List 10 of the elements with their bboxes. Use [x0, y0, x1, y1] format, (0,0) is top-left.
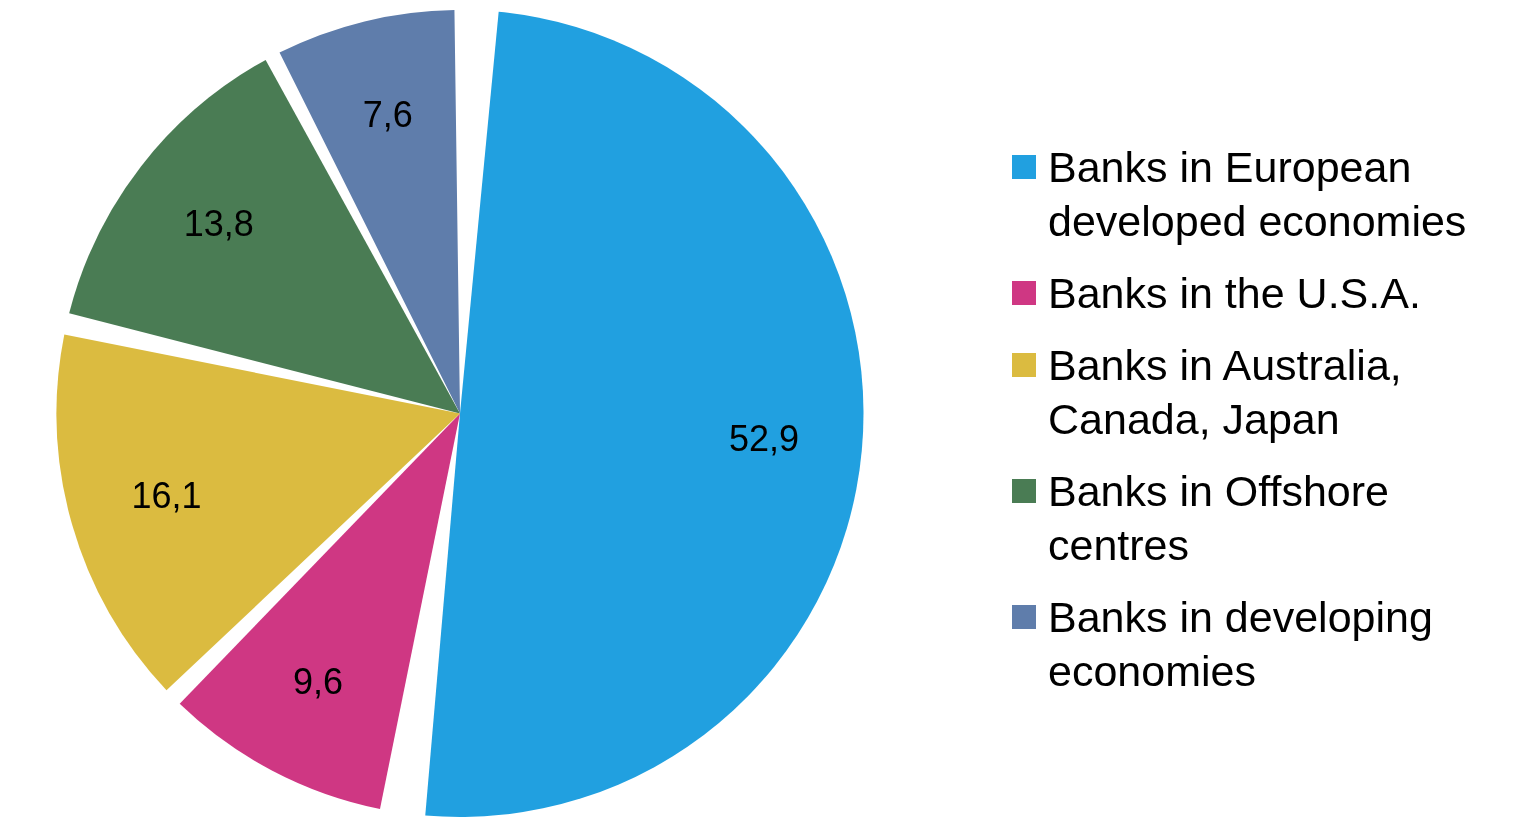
legend-label: Banks in developing economies [1048, 592, 1434, 697]
legend-label: Banks in the U.S.A. [1048, 268, 1421, 319]
legend-label: Banks in Offshore centres [1048, 466, 1390, 571]
data-label: 13,8 [183, 203, 254, 245]
legend-label: Banks in European developed economies [1048, 142, 1468, 247]
data-label: 52,9 [729, 418, 800, 460]
data-label: 9,6 [292, 660, 343, 702]
legend-label: Banks in Australia, Canada, Japan [1048, 340, 1403, 445]
data-label: 7,6 [362, 93, 413, 135]
data-label: 16,1 [131, 474, 202, 516]
